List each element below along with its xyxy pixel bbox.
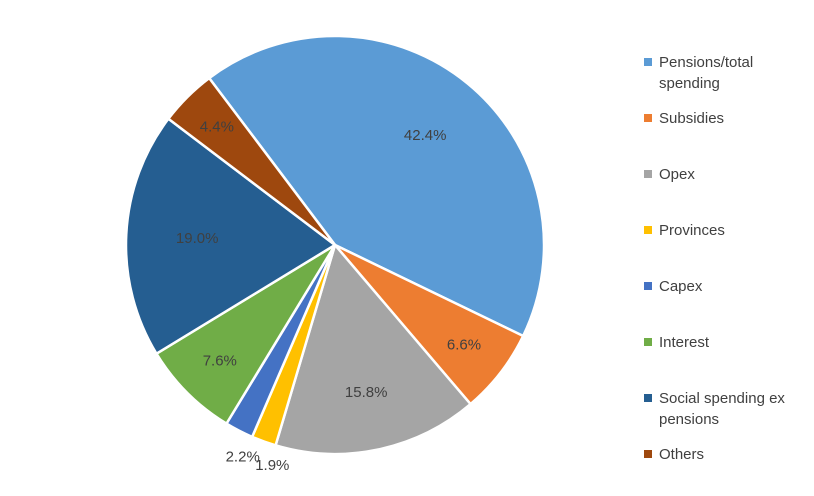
slice-label-3: 1.9% <box>255 457 289 474</box>
legend-label: Subsidies <box>659 110 725 127</box>
legend-item-0: Pensions/total spending <box>644 52 809 94</box>
legend-label: Capex <box>659 278 703 295</box>
legend-label: Interest <box>659 334 710 351</box>
legend-label: Social spending ex pensions <box>659 390 785 428</box>
legend-label: Others <box>659 446 705 463</box>
slice-label-2: 15.8% <box>345 384 388 401</box>
pie-slice-5 <box>155 243 337 425</box>
legend-item-1: Subsidies <box>644 108 809 129</box>
legend-swatch <box>644 58 652 66</box>
legend-item-3: Provinces <box>644 220 809 241</box>
slice-label-1: 6.6% <box>447 337 481 354</box>
slice-label-5: 7.6% <box>203 352 237 369</box>
pie-slice-2 <box>274 243 472 456</box>
legend-item-4: Capex <box>644 276 809 297</box>
legend-label: Opex <box>659 166 695 183</box>
legend-label: Provinces <box>659 222 725 239</box>
pie-slice-7 <box>167 76 337 247</box>
pie-slices <box>124 34 546 456</box>
legend-swatch <box>644 226 652 234</box>
legend-item-7: Others <box>644 444 809 465</box>
pie-slice-6 <box>124 117 337 355</box>
legend-swatch <box>644 114 652 122</box>
slice-label-7: 4.4% <box>200 119 234 136</box>
legend-item-2: Opex <box>644 164 809 185</box>
pie-slice-0 <box>207 34 546 338</box>
slice-label-4: 2.2% <box>226 449 260 466</box>
legend-swatch <box>644 450 652 458</box>
slice-label-6: 19.0% <box>176 230 219 247</box>
legend-swatch <box>644 338 652 346</box>
legend-swatch <box>644 170 652 178</box>
slice-label-0: 42.4% <box>404 127 447 144</box>
legend-swatch <box>644 282 652 290</box>
legend-item-5: Interest <box>644 332 809 353</box>
legend-swatch <box>644 394 652 402</box>
legend-label: Pensions/total spending <box>659 54 754 92</box>
legend-item-6: Social spending ex pensions <box>644 388 809 430</box>
slice-labels: 42.4% 6.6% 15.8% 1.9%2.2% 7.6% 19.0% 4.4% <box>176 119 481 475</box>
